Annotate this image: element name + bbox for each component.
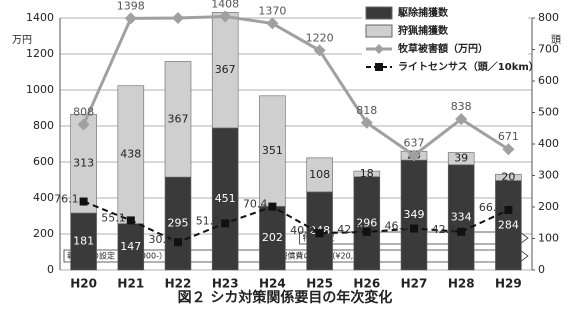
marker bbox=[316, 229, 324, 237]
legend-label: 駆除捕獲数 bbox=[397, 6, 449, 19]
y2-tick-label: 600 bbox=[538, 74, 559, 87]
data-label: 1370 bbox=[258, 4, 286, 17]
x-tick-label: H28 bbox=[448, 277, 475, 291]
marker bbox=[127, 216, 135, 224]
data-label: 40.9 bbox=[290, 224, 315, 237]
y2-tick-label: 200 bbox=[538, 200, 559, 213]
x-tick-label: H26 bbox=[353, 277, 380, 291]
data-label: 334 bbox=[451, 210, 472, 223]
data-label: 42.5 bbox=[432, 223, 457, 236]
marker bbox=[125, 12, 137, 24]
data-label: 76.1 bbox=[54, 193, 79, 206]
marker bbox=[266, 17, 278, 29]
data-label: 451 bbox=[215, 192, 236, 205]
data-label: 147 bbox=[120, 240, 141, 253]
data-label: 46.1 bbox=[385, 220, 410, 233]
data-label: 18 bbox=[360, 167, 374, 180]
data-label: 284 bbox=[498, 218, 519, 231]
x-tick-label: H24 bbox=[259, 277, 286, 291]
legend-swatch bbox=[366, 25, 392, 37]
data-label: 351 bbox=[262, 144, 283, 157]
x-tick-label: H23 bbox=[212, 277, 239, 291]
y-tick-label: 1400 bbox=[26, 11, 54, 24]
marker bbox=[221, 219, 229, 227]
data-label: 671 bbox=[498, 130, 519, 143]
marker bbox=[268, 203, 276, 211]
data-label: 30.9 bbox=[149, 233, 174, 246]
marker bbox=[174, 238, 182, 246]
y2-tick-label: 300 bbox=[538, 169, 559, 182]
chart: 図２ シカ対策関係要目の年次変化 万円 頭 020040060080010001… bbox=[0, 0, 570, 309]
y2-tick-label: 700 bbox=[538, 43, 559, 56]
data-label: 42.3 bbox=[337, 223, 362, 236]
legend-label: ライトセンサス（頭／10km） bbox=[398, 60, 539, 73]
data-label: 181 bbox=[73, 234, 94, 247]
data-label: 39 bbox=[454, 152, 468, 165]
data-label: 70.4 bbox=[243, 198, 268, 211]
chart-title: 図２ シカ対策関係要目の年次変化 bbox=[178, 289, 393, 306]
x-tick-label: H25 bbox=[306, 277, 333, 291]
data-label: 808 bbox=[73, 106, 94, 119]
legend-label: 牧草被害額（万円） bbox=[398, 42, 488, 55]
legend-swatch bbox=[375, 63, 383, 71]
data-label: 1220 bbox=[306, 31, 334, 44]
y-tick-label: 1200 bbox=[26, 47, 54, 60]
marker bbox=[363, 228, 371, 236]
data-label: 108 bbox=[309, 168, 330, 181]
x-tick-label: H27 bbox=[401, 277, 428, 291]
marker bbox=[504, 206, 512, 214]
x-tick-label: H22 bbox=[165, 277, 192, 291]
y-axis-label: 万円 bbox=[12, 35, 32, 46]
y-tick-label: 1000 bbox=[26, 83, 54, 96]
y-tick-label: 200 bbox=[33, 227, 54, 240]
marker bbox=[80, 198, 88, 206]
y-tick-label: 800 bbox=[33, 119, 54, 132]
data-label: 438 bbox=[120, 148, 141, 161]
y2-tick-label: 0 bbox=[538, 263, 545, 276]
data-label: 818 bbox=[356, 104, 377, 117]
data-label: 637 bbox=[404, 136, 425, 149]
data-label: 66.7 bbox=[479, 201, 504, 214]
data-label: 367 bbox=[215, 63, 236, 76]
marker bbox=[457, 228, 465, 236]
marker bbox=[172, 12, 184, 24]
x-tick-label: H20 bbox=[70, 277, 97, 291]
data-label: 313 bbox=[73, 157, 94, 170]
data-label: 367 bbox=[168, 112, 189, 125]
y2-tick-label: 100 bbox=[538, 232, 559, 245]
y-tick-label: 0 bbox=[47, 263, 54, 276]
data-label: 20 bbox=[501, 170, 515, 183]
legend-swatch bbox=[366, 7, 392, 19]
data-label: 295 bbox=[168, 217, 189, 230]
x-tick-label: H21 bbox=[117, 277, 144, 291]
data-label: 1408 bbox=[211, 0, 239, 11]
y2-tick-label: 400 bbox=[538, 137, 559, 150]
y-tick-label: 400 bbox=[33, 191, 54, 204]
data-label: 1398 bbox=[117, 0, 145, 12]
data-label: 55.1 bbox=[101, 211, 126, 224]
y2-tick-label: 500 bbox=[538, 106, 559, 119]
data-label: 51.9 bbox=[196, 214, 221, 227]
data-label: 202 bbox=[262, 231, 283, 244]
y-tick-label: 600 bbox=[33, 155, 54, 168]
y2-tick-label: 800 bbox=[538, 11, 559, 24]
x-tick-label: H29 bbox=[495, 277, 522, 291]
legend-label: 狩猟捕獲数 bbox=[397, 24, 449, 37]
data-label: 838 bbox=[451, 100, 472, 113]
marker bbox=[410, 225, 418, 233]
